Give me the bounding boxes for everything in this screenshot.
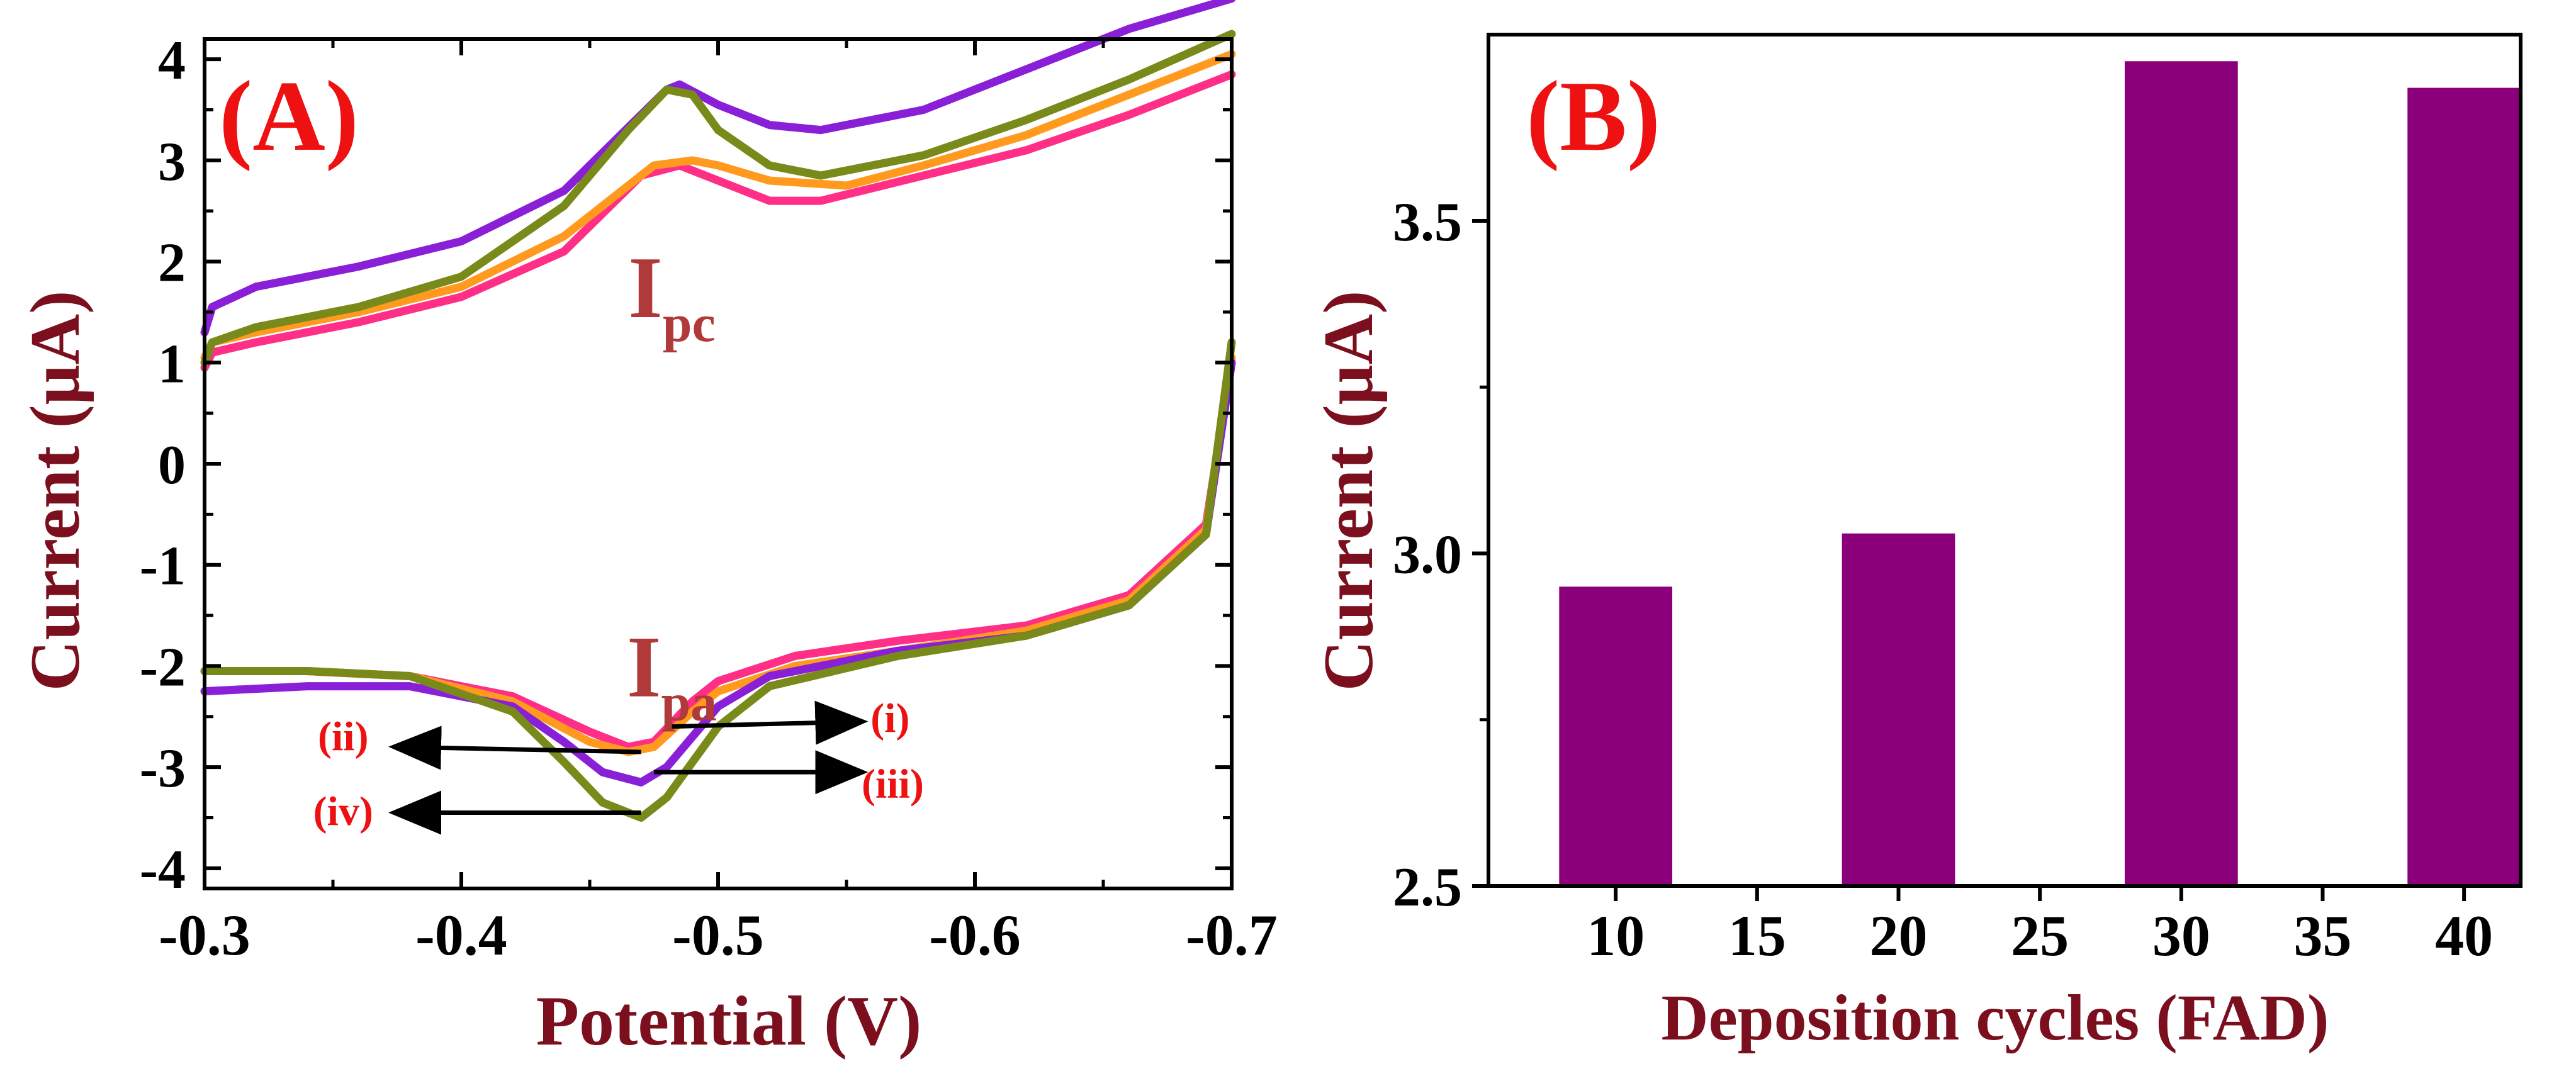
bar-cycles-40 [2407,87,2521,886]
panel-b-y-tick-label: 3.5 [1393,192,1462,253]
cv-curve-2-upper [200,50,1236,362]
panel-a-peak-labels: Ipc Ipa [627,239,717,732]
panel-a-axes: -0.3 -0.4 -0.5 -0.6 -0.7 4 3 2 1 0 -1 -2 -3 -4 [140,30,1278,967]
panel-a-y-tick-label: 0 [158,435,186,496]
panel-a-y-tick-label: -1 [140,536,186,597]
arrow-i [666,700,869,745]
curve-label: (iii) [862,761,924,807]
peak-label-ipa: Ipa [627,619,717,732]
panel-a-y-tick-label: -2 [140,637,186,698]
bar-cycles-10 [1559,586,1673,886]
panel-b: 10 15 20 25 30 35 40 2.5 3.0 3.5 (B) Deposition c… [1310,33,2523,1054]
panel-b-label: (B) [1526,60,1660,172]
panel-b-x-tick-label: 10 [1587,904,1645,968]
panel-a-label: (A) [219,60,359,172]
cv-curve-4-upper [200,30,1236,367]
panel-a-x-tick-label: -0.5 [672,903,764,967]
panel-b-x-tick-label: 20 [1870,904,1928,968]
panel-a-y-axis-title: Current (μA) [16,291,94,692]
panel-b-y-tick-label: 2.5 [1393,857,1462,918]
panel-b-bars [1559,61,2521,886]
panel-a: (A) (i) (ii) (iii) (iv) Ipc Ipa -0.3 -0.4 -0.5… [16,0,1278,1060]
curve-label: (ii) [318,714,369,759]
panel-a-y-tick-label: 4 [158,30,186,91]
panel-a-curves [200,0,1236,822]
panel-a-x-tick-label: -0.7 [1186,903,1278,967]
curve-label: (i) [870,695,909,741]
panel-a-x-tick-label: -0.4 [415,903,507,967]
panel-b-x-tick-label: 35 [2293,904,2351,968]
cv-curve-2-lower [200,353,1236,756]
panel-a-y-tick-label: 2 [158,233,186,294]
panel-a-x-axis-title: Potential (V) [536,982,922,1060]
panel-a-curve-labels: (i) (ii) (iii) (iv) [313,695,924,834]
panel-a-y-tick-label: -3 [140,738,186,799]
panel-b-frame [1487,33,2523,888]
panel-a-arrows [388,700,869,835]
panel-b-axes: 10 15 20 25 30 35 40 2.5 3.0 3.5 [1393,33,2523,968]
panel-b-y-axis-title: Current (μA) [1310,291,1388,692]
panel-b-x-tick-label: 15 [1728,904,1786,968]
panel-a-y-tick-label: -4 [140,839,186,900]
bar-cycles-20 [1842,533,1955,886]
panel-b-x-tick-label: 25 [2011,904,2069,968]
curve-label: (iv) [313,788,373,834]
cv-curve-4-lower [200,338,1236,822]
panel-b-y-tick-label: 3.0 [1393,524,1462,585]
bar-cycles-30 [2124,61,2238,886]
arrow-ii [388,726,641,770]
panel-b-x-axis-title: Deposition cycles (FAD) [1662,982,2329,1054]
panel-a-y-tick-label: 3 [158,132,186,193]
panel-a-y-tick-label: 1 [158,333,186,395]
panel-a-x-tick-label: -0.6 [929,903,1021,967]
peak-label-ipc: Ipc [628,239,715,353]
panel-b-x-tick-label: 30 [2152,904,2210,968]
panel-a-x-tick-label: -0.3 [159,903,250,967]
panel-b-x-tick-label: 40 [2435,904,2493,968]
